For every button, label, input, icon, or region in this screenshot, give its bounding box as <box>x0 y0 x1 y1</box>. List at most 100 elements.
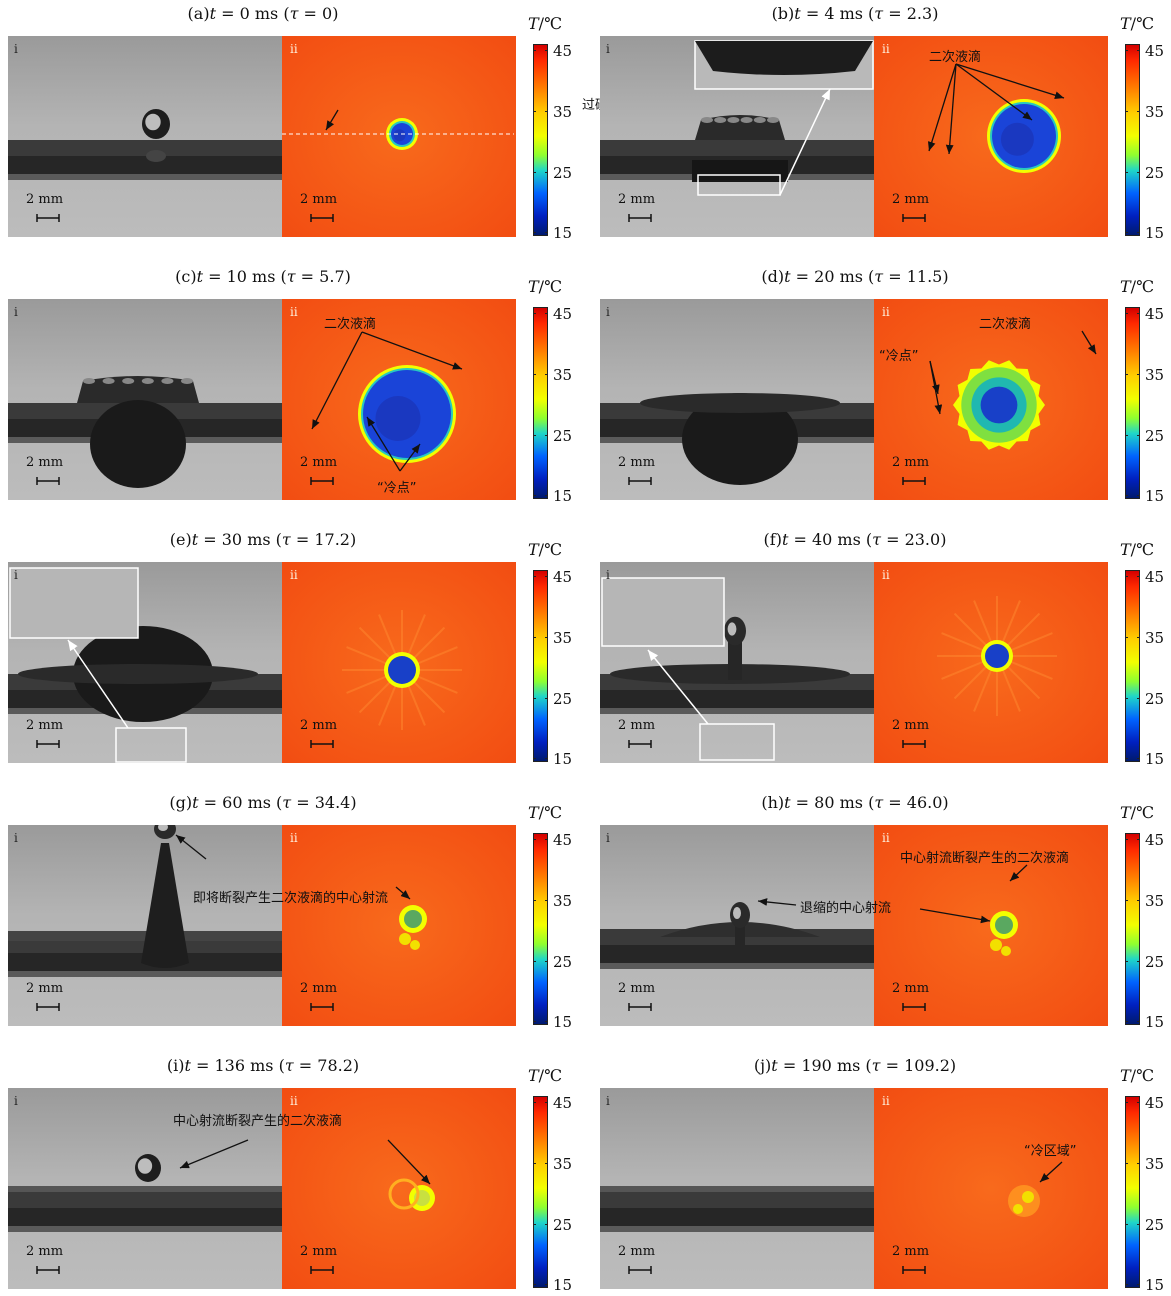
colorbar-tick-label: 15 <box>553 1013 573 1031</box>
scale-bar-icon <box>310 477 334 485</box>
colorbar-tick <box>533 495 536 496</box>
colorbar-tick <box>545 1163 548 1164</box>
colorbar <box>1125 570 1140 762</box>
colorbar-tick-label: 25 <box>553 690 573 708</box>
image-label-ii: ii <box>882 42 890 56</box>
panel-caption: (a)t = 0 ms (τ = 0) <box>187 4 339 23</box>
colorbar-tick-label: 15 <box>1145 1013 1165 1031</box>
colorbar-tick <box>1125 313 1128 314</box>
image-label-i: i <box>606 42 610 56</box>
image-label-ii: ii <box>882 568 890 582</box>
colorbar-tick-label: 45 <box>553 568 573 586</box>
colorbar-tick <box>545 1284 548 1285</box>
scale-bar-icon <box>36 1003 60 1011</box>
annotation-text: 二次液滴 <box>929 50 982 65</box>
colorbar-tick <box>545 961 548 962</box>
highspeed-image <box>8 36 282 237</box>
image-label-i: i <box>606 831 610 845</box>
image-label-ii: ii <box>882 1094 890 1108</box>
thermal-image <box>282 562 516 763</box>
image-pair: i ii 2 mm 2 mm 二次液滴 “冷点” <box>8 299 516 500</box>
scale-label-left: 2 mm <box>26 1244 64 1259</box>
colorbar-tick <box>1125 1224 1128 1225</box>
scale-bar-icon <box>36 740 60 748</box>
colorbar-tick <box>533 232 536 233</box>
highspeed-image <box>8 299 282 500</box>
colorbar-tick <box>1125 232 1128 233</box>
image-canvas <box>600 299 1108 500</box>
colorbar-tick <box>545 1102 548 1103</box>
panel-c: (c)t = 10 ms (τ = 5.7) i ii 2 mm 2 mm 二次液滴 “冷点… <box>8 263 572 505</box>
image-pair: i ii 2 mm 2 mm <box>600 562 1108 763</box>
image-label-ii: ii <box>882 831 890 845</box>
colorbar-tick-label: 45 <box>1145 42 1165 60</box>
scale-bar-icon <box>36 1266 60 1274</box>
annotation-text: “冷点” <box>879 349 919 364</box>
colorbar-tick <box>1125 961 1128 962</box>
image-label-i: i <box>606 305 610 319</box>
colorbar-tick <box>533 374 536 375</box>
panel-caption: (i)t = 136 ms (τ = 78.2) <box>166 1056 360 1075</box>
colorbar-tick-label: 35 <box>1145 629 1165 647</box>
colorbar-tick-label: 35 <box>1145 1155 1165 1173</box>
annotation-text: “冷区域” <box>1024 1144 1077 1159</box>
colorbar-tick <box>1137 758 1140 759</box>
colorbar-tick <box>1125 637 1128 638</box>
scale-bar-icon <box>902 1266 926 1274</box>
colorbar-tick-label: 15 <box>1145 750 1165 768</box>
colorbar <box>533 44 548 236</box>
colorbar-tick <box>533 1284 536 1285</box>
highspeed-image <box>600 562 874 763</box>
image-label-i: i <box>606 568 610 582</box>
colorbar <box>533 570 548 762</box>
scale-bar-icon <box>310 740 334 748</box>
colorbar-tick-label: 15 <box>553 487 573 505</box>
annotation-text: 中心射流断裂产生的二次液滴 <box>900 851 1070 866</box>
scale-label-right: 2 mm <box>300 1244 338 1259</box>
image-label-i: i <box>14 305 18 319</box>
image-label-i: i <box>606 1094 610 1108</box>
colorbar-tick-label: 15 <box>553 750 573 768</box>
colorbar-tick <box>545 576 548 577</box>
colorbar-tick <box>1125 1163 1128 1164</box>
colorbar-tick <box>1137 1021 1140 1022</box>
colorbar <box>533 307 548 499</box>
scale-bar-icon <box>902 740 926 748</box>
colorbar-tick <box>533 698 536 699</box>
colorbar-tick <box>533 1224 536 1225</box>
image-label-i: i <box>14 568 18 582</box>
thermal-image <box>282 1088 516 1289</box>
colorbar-tick <box>1137 698 1140 699</box>
colorbar-tick <box>533 1163 536 1164</box>
colorbar-tick <box>1125 435 1128 436</box>
image-label-i: i <box>14 831 18 845</box>
colorbar-tick <box>1137 232 1140 233</box>
image-label-ii: ii <box>290 305 298 319</box>
highspeed-image <box>600 1088 874 1289</box>
colorbar-tick <box>1137 172 1140 173</box>
scale-bar-icon <box>310 214 334 222</box>
panel-j: (j)t = 190 ms (τ = 109.2) i ii 2 mm 2 mm “冷区域… <box>600 1052 1164 1294</box>
colorbar-tick <box>545 637 548 638</box>
image-canvas <box>600 562 1108 763</box>
image-label-ii: ii <box>290 1094 298 1108</box>
panel-b: (b)t = 4 ms (τ = 2.3) i ii 2 mm 2 mm 二次液滴 T/℃ 4… <box>600 0 1164 242</box>
image-canvas <box>600 1088 1108 1289</box>
colorbar-tick <box>1137 495 1140 496</box>
annotation-text: “冷点” <box>377 481 417 496</box>
colorbar <box>1125 833 1140 1025</box>
colorbar-tick <box>545 698 548 699</box>
colorbar-tick <box>533 900 536 901</box>
scale-label-right: 2 mm <box>300 718 338 733</box>
colorbar-tick <box>1137 1163 1140 1164</box>
colorbar <box>1125 44 1140 236</box>
colorbar-tick-label: 25 <box>553 164 573 182</box>
scale-label-left: 2 mm <box>618 981 656 996</box>
scale-label-right: 2 mm <box>300 192 338 207</box>
panel-d: (d)t = 20 ms (τ = 11.5) i ii 2 mm 2 mm 二次液滴 “冷… <box>600 263 1164 505</box>
scale-bar-icon <box>628 214 652 222</box>
colorbar-tick <box>1125 172 1128 173</box>
colorbar-tick <box>545 232 548 233</box>
